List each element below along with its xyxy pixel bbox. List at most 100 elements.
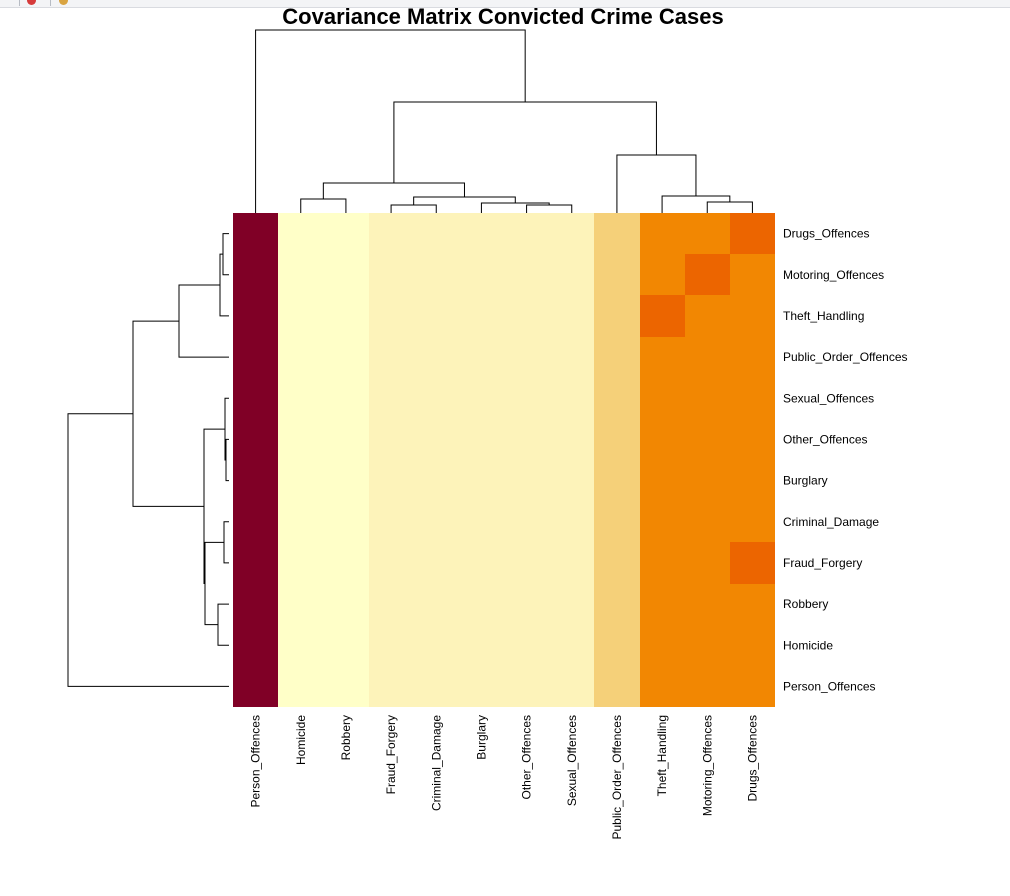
column-label: Robbery xyxy=(339,715,353,760)
heatmap-cell xyxy=(459,213,504,254)
heatmap-cell xyxy=(414,213,459,254)
heatmap-cell xyxy=(549,254,594,295)
row-labels: Drugs_Offences Motoring_Offences Theft_Han… xyxy=(783,227,908,694)
heatmap-cell xyxy=(685,584,730,625)
heatmap-cell xyxy=(504,213,549,254)
heatmap-cell xyxy=(730,460,775,501)
heatmap-cell xyxy=(233,584,278,625)
heatmap-cell xyxy=(594,460,640,501)
row-label: Drugs_Offences xyxy=(783,227,870,241)
heatmap-cell xyxy=(278,501,323,542)
toolbar-separator xyxy=(19,0,20,6)
heatmap-cell xyxy=(640,419,685,460)
heatmap-cell xyxy=(459,337,504,378)
heatmap-cell xyxy=(459,542,504,584)
row-label: Public_Order_Offences xyxy=(783,350,908,364)
heatmap-cells xyxy=(233,213,775,707)
heatmap-cell xyxy=(594,419,640,460)
heatmap-cell xyxy=(414,254,459,295)
heatmap-cell xyxy=(369,295,414,337)
heatmap-cell xyxy=(323,295,369,337)
heatmap-cell xyxy=(278,419,323,460)
column-label: Person_Offences xyxy=(249,715,263,808)
heatmap-cell xyxy=(685,419,730,460)
heatmap-cell xyxy=(730,501,775,542)
heatmap-cell xyxy=(414,337,459,378)
heatmap-cell xyxy=(278,337,323,378)
column-label: Other_Offences xyxy=(520,715,534,800)
heatmap-cell xyxy=(594,666,640,707)
heatmap-cell xyxy=(549,584,594,625)
row-label: Person_Offences xyxy=(783,679,876,693)
column-label: Public_Order_Offences xyxy=(610,715,624,840)
row-label: Motoring_Offences xyxy=(783,268,884,282)
column-label: Homicide xyxy=(294,715,308,765)
heatmap-cell xyxy=(730,666,775,707)
heatmap-cell xyxy=(459,419,504,460)
heatmap-cell xyxy=(459,625,504,666)
dendrogram-branch xyxy=(67,413,229,687)
heatmap-cell xyxy=(369,254,414,295)
heatmap-cell xyxy=(504,254,549,295)
heatmap-cell xyxy=(504,460,549,501)
toolbar-separator xyxy=(50,0,51,6)
heatmap-cell xyxy=(323,254,369,295)
row-label: Other_Offences xyxy=(783,432,868,446)
heatmap-cell xyxy=(369,460,414,501)
heatmap-cell xyxy=(640,666,685,707)
heatmap-cell xyxy=(323,584,369,625)
heatmap-cell xyxy=(640,254,685,295)
heatmap-cell xyxy=(233,666,278,707)
heatmap-cell xyxy=(549,213,594,254)
brush-icon[interactable] xyxy=(59,0,68,5)
heatmap-cell xyxy=(685,501,730,542)
heatmap-cell xyxy=(685,666,730,707)
heatmap-cell xyxy=(459,295,504,337)
heatmap-cell xyxy=(233,254,278,295)
heatmap-cell xyxy=(640,378,685,419)
heatmap-cell xyxy=(594,542,640,584)
heatmap-cell xyxy=(414,584,459,625)
heatmap-cell xyxy=(685,254,730,295)
heatmap-cell xyxy=(323,419,369,460)
heatmap-cell xyxy=(233,213,278,254)
heatmap-cell xyxy=(549,501,594,542)
heatmap-cell xyxy=(414,666,459,707)
heatmap-cell xyxy=(549,666,594,707)
row-label: Sexual_Offences xyxy=(783,391,874,405)
row-label: Homicide xyxy=(783,638,833,652)
row-label: Robbery xyxy=(783,597,828,611)
browser-toolbar-strip xyxy=(0,0,1010,8)
red-icon[interactable] xyxy=(27,0,36,5)
heatmap-cell xyxy=(504,295,549,337)
heatmap-cell xyxy=(504,625,549,666)
heatmap-cell xyxy=(549,295,594,337)
heatmap-cell xyxy=(594,378,640,419)
column-label: Theft_Handling xyxy=(655,715,669,796)
heatmap-cell xyxy=(685,625,730,666)
column-label: Criminal_Damage xyxy=(429,715,443,811)
dendrogram-branch xyxy=(132,320,204,507)
heatmap-cell xyxy=(594,295,640,337)
heatmap-cell xyxy=(504,542,549,584)
column-label: Sexual_Offences xyxy=(565,715,579,806)
heatmap-cell xyxy=(594,501,640,542)
heatmap-cell xyxy=(233,501,278,542)
heatmap-cell xyxy=(414,460,459,501)
dendrogram-branch xyxy=(661,195,731,213)
heatmap-cell xyxy=(278,295,323,337)
dendrogram-branch xyxy=(526,204,573,213)
heatmap-cell xyxy=(504,378,549,419)
column-label: Fraud_Forgery xyxy=(384,715,398,794)
heatmap-cell xyxy=(594,625,640,666)
heatmap-cell xyxy=(369,501,414,542)
heatmap-cell xyxy=(640,625,685,666)
heatmap-cell xyxy=(233,295,278,337)
heatmap-cell xyxy=(730,584,775,625)
heatmap-cell xyxy=(414,378,459,419)
dendrogram-branch xyxy=(413,196,516,205)
heatmap-cell xyxy=(233,337,278,378)
heatmap-cell xyxy=(369,419,414,460)
heatmap-cell xyxy=(640,460,685,501)
